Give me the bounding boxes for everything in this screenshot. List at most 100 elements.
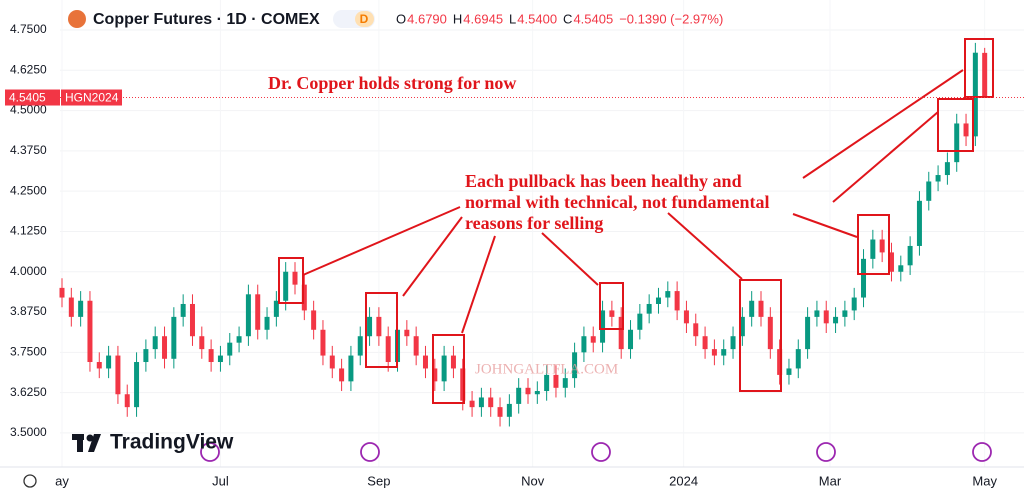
candle-body [954, 123, 960, 163]
candle-body [879, 239, 885, 253]
candles [59, 42, 988, 427]
annotation-line: normal with technical, not fundamental [465, 192, 770, 212]
candle-body [441, 355, 447, 382]
candle-body [786, 368, 792, 375]
candle-body [506, 403, 512, 417]
candle-body [982, 52, 988, 98]
settings-icon[interactable] [23, 474, 37, 488]
candle-body [683, 310, 689, 324]
candle-body [628, 329, 634, 350]
candle-body [665, 291, 671, 298]
candle-body [385, 336, 391, 363]
candle-body [972, 52, 978, 137]
candle-body [255, 294, 261, 330]
y-tick-label: 3.8750 [10, 304, 47, 318]
candle-body [711, 349, 717, 356]
candle-body [329, 355, 335, 369]
candle-body [944, 162, 950, 176]
candle-body [777, 349, 783, 375]
y-tick-label: 3.7500 [10, 345, 47, 359]
candle-body [152, 336, 158, 350]
y-tick-label: 4.3750 [10, 143, 47, 157]
ohlc-value: 4.5405 [573, 11, 613, 26]
candle-body [730, 336, 736, 350]
candle-body [469, 400, 475, 408]
candle-body [534, 391, 540, 395]
y-tick-label: 4.6250 [10, 62, 47, 76]
x-tick-label: Sep [367, 473, 390, 488]
candle-body [842, 310, 848, 317]
candle-body [833, 316, 839, 324]
candle-body [646, 303, 652, 314]
candle-body [562, 378, 568, 388]
candle-body [851, 297, 857, 311]
y-axis: 4.7500 4.6250 4.5000 4.3750 4.2500 4.1250 4.00… [10, 22, 47, 439]
candle-body [814, 310, 820, 317]
price-tag: 4.5405 HGN2024 [5, 89, 122, 106]
candle-body [283, 271, 289, 301]
ohlc-key: O [396, 11, 406, 26]
badge: D [360, 12, 369, 26]
candle-body [78, 300, 84, 317]
watermark: JOHNGALTFLA.COM [475, 361, 618, 377]
candle-body [404, 329, 410, 337]
y-tick-label: 4.2500 [10, 183, 47, 197]
candle-body [758, 300, 764, 317]
symbol-tag-text: HGN2024 [65, 91, 119, 105]
candle-body [805, 316, 811, 350]
candle-body [68, 297, 74, 317]
x-tick-label: Nov [521, 473, 545, 488]
pointer-lines [302, 69, 964, 334]
candle-body [497, 407, 503, 417]
candle-body [301, 284, 307, 311]
symbol-tag-bg [61, 89, 122, 106]
candle-body [227, 342, 233, 356]
x-tick-label: May [972, 473, 997, 488]
y-tick-label: 4.7500 [10, 22, 47, 36]
candle-body [674, 291, 680, 311]
grid [60, 0, 1024, 467]
candle-body [572, 352, 578, 379]
candle-body [870, 239, 876, 259]
candle-body [907, 245, 913, 266]
change: −0.1390 (−2.97%) [619, 11, 723, 26]
candle-body [590, 336, 596, 343]
candle-body [245, 294, 251, 337]
candle-body [618, 316, 624, 350]
candle-body [898, 265, 904, 272]
candle-body [96, 362, 102, 369]
candle-body [739, 316, 745, 337]
header: Copper Futures · 1D · COMEX D O 4.6790 H 4.… [68, 10, 723, 28]
candle-body [600, 310, 606, 343]
candle-body [320, 329, 326, 356]
candle-body [861, 258, 867, 298]
candle-body [162, 336, 168, 359]
candle-body [171, 316, 177, 359]
candle-body [367, 316, 373, 337]
ohlc-value: 4.6945 [463, 11, 503, 26]
candle-body [609, 310, 615, 317]
candle-body [339, 368, 345, 382]
candle-body [59, 287, 65, 298]
candle-body [926, 181, 932, 201]
y-tick-label: 3.6250 [10, 385, 47, 399]
candle-body [823, 310, 829, 324]
candle-body [357, 336, 363, 356]
candle-body [749, 300, 755, 317]
candle-body [767, 316, 773, 350]
candle-body [655, 297, 661, 304]
candle-body [208, 349, 214, 363]
annotation-line: Each pullback has been healthy and [465, 171, 742, 191]
candle-body [702, 336, 708, 350]
logo-text: TradingView [110, 431, 234, 454]
candle-body [935, 175, 941, 182]
candle-body [432, 368, 438, 382]
ohlc-value: 4.6790 [407, 11, 447, 26]
symbol-title: Copper Futures · 1D · COMEX [93, 11, 320, 28]
candle-body [581, 336, 587, 353]
candle-body [311, 310, 317, 330]
annotation-title: Dr. Copper holds strong for now [268, 73, 516, 93]
candle-body [460, 368, 466, 401]
candle-body [553, 374, 559, 388]
